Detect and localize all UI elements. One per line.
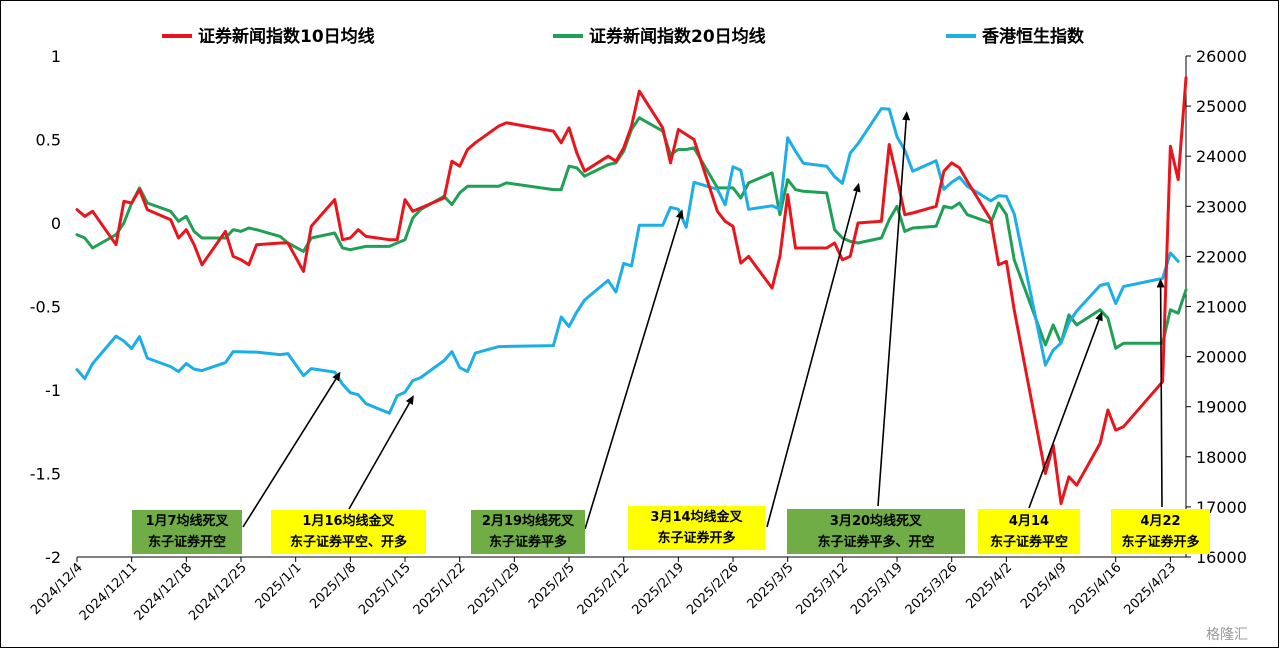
x-tick-label: 2024/12/18 bbox=[132, 560, 196, 624]
watermark: 格隆汇 bbox=[1206, 627, 1248, 643]
annotation-text: 2月19均线死叉 东子证券平多 bbox=[482, 511, 574, 553]
y-left-tick-label: -0.5 bbox=[30, 298, 61, 317]
x-tick-label: 2025/2/12 bbox=[575, 560, 633, 618]
x-tick-label: 2025/1/1 bbox=[253, 560, 305, 612]
annotation-arrow-head bbox=[1095, 311, 1103, 322]
x-tick-label: 2025/1/29 bbox=[465, 560, 523, 618]
annotation-arrow-head bbox=[1156, 278, 1165, 288]
annotation-text: 3月14均线金叉 东子证券开多 bbox=[650, 507, 742, 549]
legend-layer: 证券新闻指数10日均线 证券新闻指数20日均线 香港恒生指数 bbox=[162, 26, 1085, 47]
annotation-line: 东子证券平空、开多 bbox=[289, 535, 407, 550]
annotation-box-6: 4月14 东子证券平空 bbox=[978, 509, 1080, 554]
x-tick-label: 2025/2/26 bbox=[684, 560, 742, 618]
annotation-box-5: 3月20均线死叉 东子证券平多、开空 bbox=[787, 509, 965, 554]
x-tick-label: 2025/2/5 bbox=[526, 560, 578, 612]
x-tick-label: 2025/3/19 bbox=[848, 560, 906, 618]
y-right-tick-label: 18000 bbox=[1196, 448, 1247, 467]
annotation-line: 东子证券开多 bbox=[657, 531, 736, 546]
y-right-tick-label: 24000 bbox=[1196, 147, 1247, 166]
series-line-0 bbox=[75, 76, 1188, 506]
y-left-tick-label: -2 bbox=[45, 548, 61, 567]
annotation-box-7: 4月22 东子证券开多 bbox=[1111, 509, 1210, 554]
annotation-arrow-head bbox=[902, 111, 911, 121]
x-tick-label: 2025/4/23 bbox=[1121, 560, 1179, 618]
y-left-tick-label: 1 bbox=[51, 47, 61, 66]
annotation-line: 东子证券平多、开空 bbox=[817, 534, 935, 550]
annotation-arrow-head bbox=[332, 371, 341, 382]
annotation-arrow-line bbox=[1159, 287, 1163, 508]
annotation-arrow-line bbox=[348, 402, 411, 510]
series-line-2 bbox=[75, 107, 1180, 415]
annotation-arrow-line bbox=[584, 217, 681, 530]
legend-label-2: 香港恒生指数 bbox=[982, 26, 1085, 47]
x-tick-label: 2024/12/11 bbox=[77, 560, 141, 624]
y-right-tick-label: 26000 bbox=[1196, 47, 1247, 66]
annotation-text: 4月22 东子证券开多 bbox=[1121, 511, 1199, 553]
x-tick-label: 2025/3/12 bbox=[793, 560, 851, 618]
x-tick-label: 2025/3/5 bbox=[745, 560, 797, 612]
x-tick-label: 2024/12/25 bbox=[186, 560, 250, 624]
y-left-tick-label: 0.5 bbox=[36, 131, 61, 150]
annotation-line: 东子证券平多 bbox=[488, 535, 567, 550]
x-tick-label: 2025/2/19 bbox=[629, 560, 687, 618]
x-tick-label: 2025/1/15 bbox=[356, 560, 414, 618]
annotation-arrow-head bbox=[405, 395, 414, 405]
x-tick-label: 2025/4/16 bbox=[1067, 560, 1125, 618]
annotation-line: 1月7均线死叉 bbox=[145, 514, 229, 529]
y-right-tick-label: 19000 bbox=[1196, 398, 1247, 417]
annotation-arrow-line bbox=[1028, 319, 1100, 509]
x-tick-label: 2025/4/2 bbox=[963, 560, 1015, 612]
annotation-line: 4月14 bbox=[1008, 513, 1050, 529]
annotation-box-2: 1月16均线金叉 东子证券平空、开多 bbox=[271, 510, 426, 554]
annotation-arrow-head bbox=[675, 209, 684, 220]
y-left-tick-label: -1.5 bbox=[30, 465, 61, 484]
annotation-line: 3月14均线金叉 bbox=[650, 510, 743, 525]
x-tick-label: 2025/3/26 bbox=[903, 560, 961, 618]
annotation-box-4: 3月14均线金叉 东子证券开多 bbox=[628, 506, 765, 550]
annotation-line: 4月22 bbox=[1140, 513, 1181, 529]
annotation-text: 1月16均线金叉 东子证券平空、开多 bbox=[290, 511, 407, 553]
annotation-arrow-line bbox=[877, 120, 907, 507]
x-tick-label: 2024/12/4 bbox=[28, 560, 86, 618]
annotation-text: 3月20均线死叉 东子证券平多、开空 bbox=[817, 511, 934, 553]
y-right-tick-label: 23000 bbox=[1196, 197, 1247, 216]
legend-label-1: 证券新闻指数20日均线 bbox=[589, 26, 766, 47]
y-right-tick-label: 22000 bbox=[1196, 247, 1247, 266]
y-right-tick-label: 25000 bbox=[1196, 97, 1247, 116]
annotation-line: 东子证券开空 bbox=[147, 535, 226, 550]
annotation-line: 东子证券平空 bbox=[989, 534, 1068, 550]
annotation-line: 1月16均线金叉 bbox=[302, 514, 395, 529]
y-right-tick-label: 20000 bbox=[1196, 348, 1247, 367]
annotation-arrow-line bbox=[766, 191, 858, 528]
annotation-line: 东子证券开多 bbox=[1121, 534, 1200, 550]
annotation-line: 3月20均线死叉 bbox=[829, 513, 923, 529]
y-left-tick-label: -1 bbox=[45, 381, 61, 400]
y-left-tick-label: 0 bbox=[51, 214, 61, 233]
annotation-box-1: 1月7均线死叉 东子证券开空 bbox=[132, 510, 242, 554]
arrows-layer bbox=[242, 111, 1165, 530]
x-tick-label: 2025/4/9 bbox=[1018, 560, 1070, 612]
annotation-arrow-line bbox=[242, 378, 337, 528]
annotation-line: 2月19均线死叉 bbox=[481, 514, 575, 529]
x-tick-label: 2025/1/8 bbox=[307, 560, 359, 612]
legend-label-0: 证券新闻指数10日均线 bbox=[198, 26, 375, 47]
y-right-tick-label: 21000 bbox=[1196, 298, 1247, 317]
annotation-text: 4月14 东子证券平空 bbox=[990, 511, 1068, 553]
annotation-box-3: 2月19均线死叉 东子证券平多 bbox=[471, 510, 585, 554]
series-layer bbox=[75, 76, 1188, 506]
annotation-text: 1月7均线死叉 东子证券开空 bbox=[145, 511, 228, 553]
x-tick-label: 2025/1/22 bbox=[411, 560, 469, 618]
annotation-arrow-head bbox=[852, 182, 861, 193]
